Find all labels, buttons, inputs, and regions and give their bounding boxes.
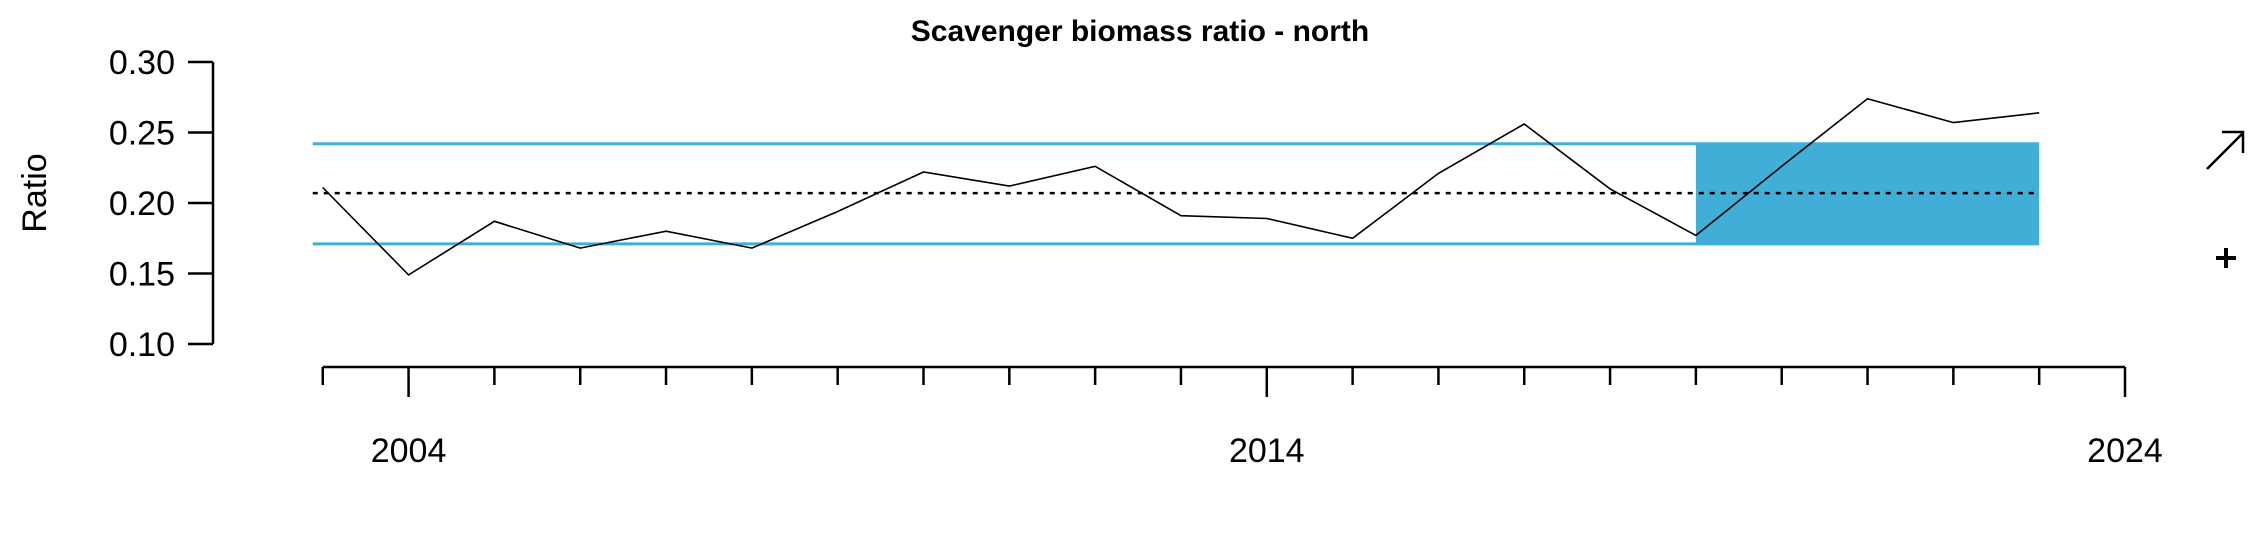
x-axis: 2004 2014 2024 — [321, 365, 2163, 470]
x-tick-label: 2014 — [1229, 432, 1305, 470]
trend-arrow-icon — [2206, 130, 2245, 170]
y-tick-label: 0.25 — [109, 115, 175, 153]
y-axis-title: Ratio — [16, 153, 54, 232]
series-line — [322, 97, 2040, 276]
chart-title: Scavenger biomass ratio - north — [911, 15, 1369, 48]
y-tick-label: 0.10 — [109, 326, 175, 364]
y-axis: 0.10 0.15 0.20 0.25 0.30 — [109, 44, 215, 364]
plot-area — [312, 97, 2040, 276]
mean-plus-icon — [2216, 248, 2236, 268]
y-tick-label: 0.15 — [109, 256, 175, 294]
x-tick-label: 2024 — [2087, 432, 2163, 470]
x-tick-label: 2004 — [371, 432, 447, 470]
y-tick-label: 0.20 — [109, 185, 175, 223]
trend-indicators — [2206, 130, 2245, 268]
y-tick-label: 0.30 — [109, 44, 175, 82]
